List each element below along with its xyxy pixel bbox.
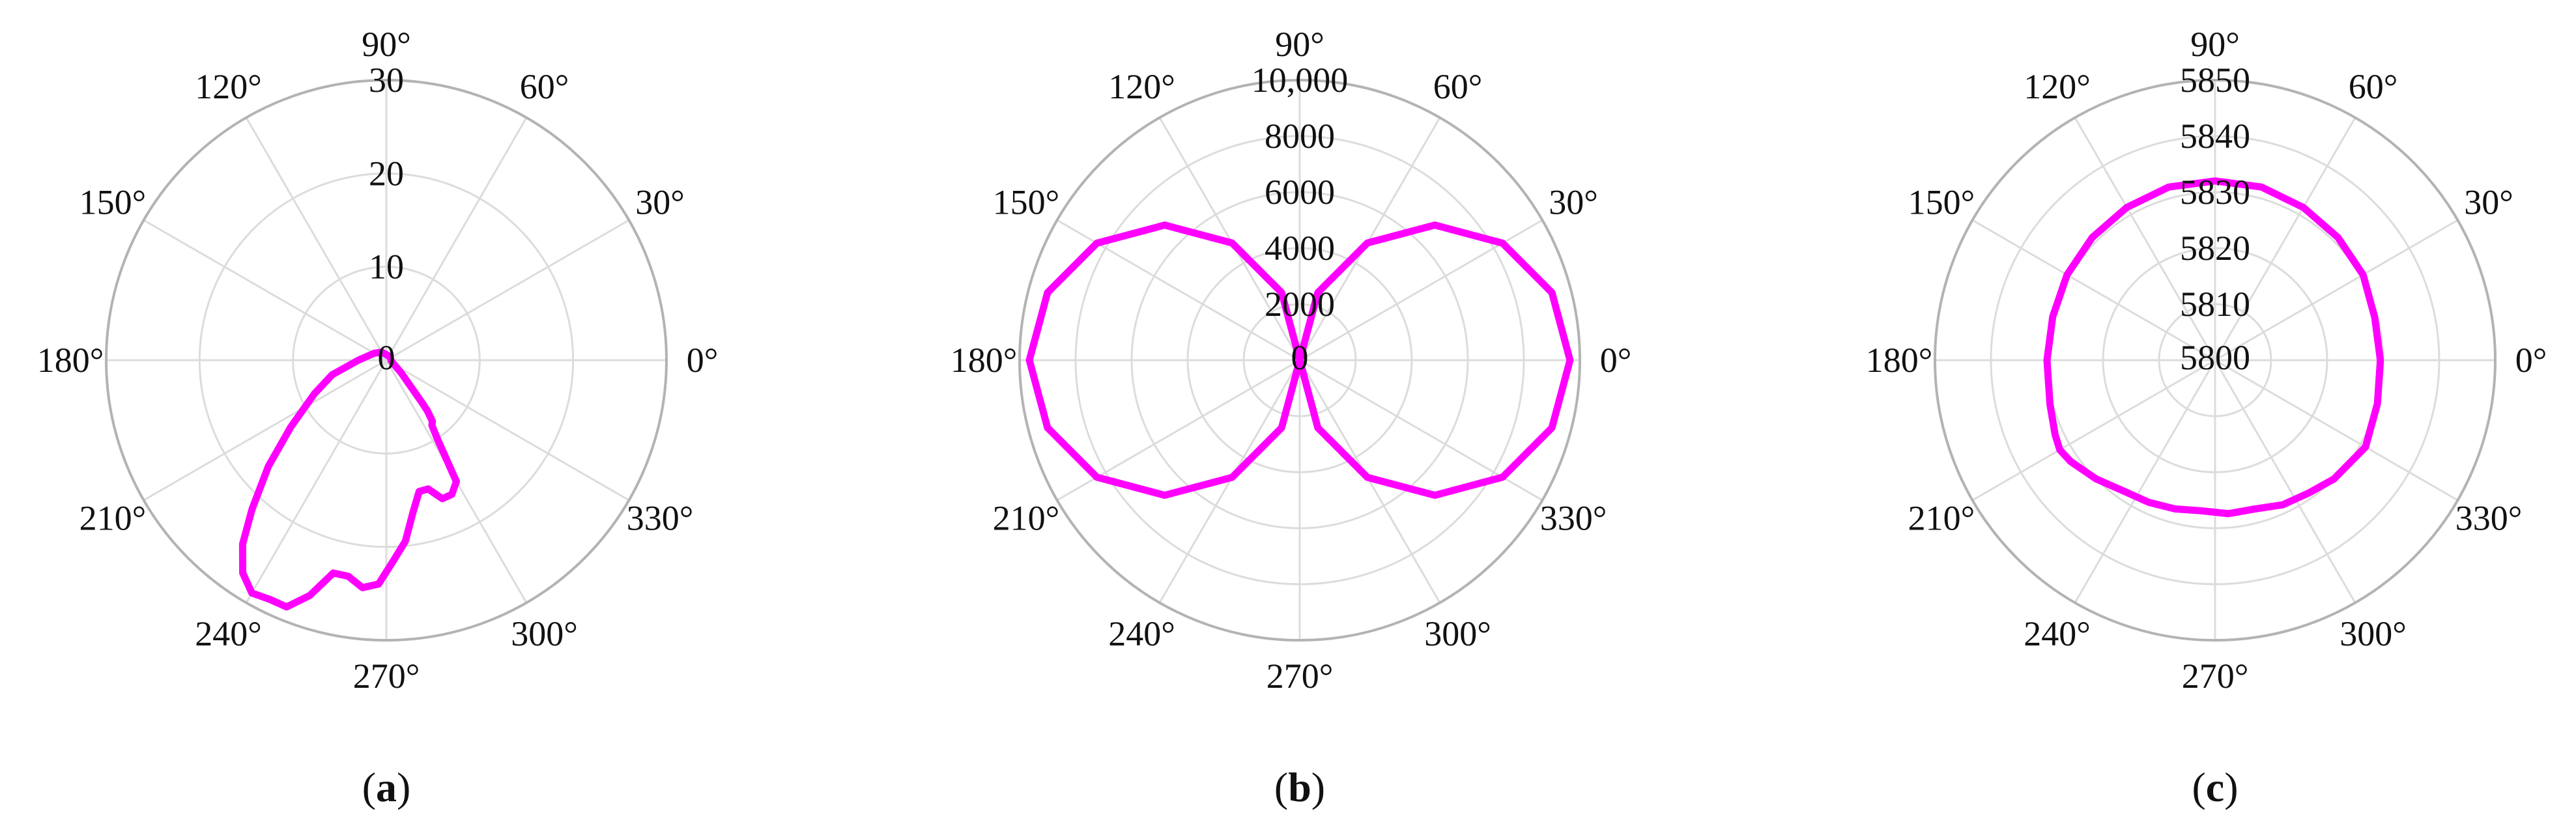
radial-grid-ring [198,172,575,548]
panel-caption: (c) [2192,764,2238,810]
angular-tick-label: 30° [2464,183,2513,222]
radial-grid-ring [1242,303,1357,418]
angular-tick-label: 210° [79,499,147,538]
radial-tick-label: 4000 [1265,229,1335,268]
radial-tick-label: 8000 [1265,117,1335,156]
spoke-210 [143,359,387,502]
spoke-330 [2214,359,2459,502]
angular-tick-label: 240° [1108,614,1175,653]
angular-tick-label: 300° [2340,614,2407,653]
polar-panel-a: 0° 30° 60° 90° 120° 150° 180° 210° 240° 270° 300° 3… [37,25,719,810]
spoke-330 [386,359,630,502]
spoke-120 [245,117,388,361]
angular-tick-label: 300° [511,614,578,653]
radial-grid-ring [1990,135,2440,586]
angular-tick-label: 330° [627,499,694,538]
angular-tick-label: 60° [1433,67,1483,106]
radial-tick-label: 5840 [2180,117,2250,156]
angular-tick-label: 150° [79,183,147,222]
polar-panel-c: 0° 30° 60° 90° 120° 150° 180° 210° 240° 270° 300° 3… [1866,25,2547,810]
radial-tick-label: 10 [369,248,404,287]
angular-tick-label: 30° [1549,183,1598,222]
angular-tick-label: 150° [1908,183,1975,222]
radial-tick-label: 5830 [2180,173,2250,212]
spoke-240 [2074,360,2216,604]
radial-grid-ring [292,266,481,455]
spoke-330 [1299,359,1543,502]
panel-caption: (b) [1274,764,1325,810]
radial-grid-ring [2102,247,2328,474]
angular-tick-label: 240° [2024,614,2091,653]
angular-tick-label: 240° [195,614,262,653]
angular-tick-label: 90° [1275,25,1324,64]
angular-tick-label: 120° [195,67,262,106]
radial-tick-label: 20 [369,154,404,193]
radial-grid-ring [1074,135,1525,586]
radial-tick-label: 0 [1291,338,1309,377]
spoke-150 [1056,219,1300,361]
outer-ring [105,79,668,642]
radial-grid-ring [1130,191,1469,530]
radial-tick-label: 30 [369,61,404,100]
series-line [2043,177,2384,518]
angular-tick-label: 120° [2024,67,2091,106]
angular-tick-label: 180° [1866,341,1933,380]
spoke-150 [143,219,387,361]
angular-tick-label: 330° [1540,499,1607,538]
spoke-30 [1299,219,1543,361]
angular-tick-label: 300° [1424,614,1491,653]
spoke-210 [1971,359,2216,502]
spoke-120 [2074,117,2216,361]
radial-grid-ring [2158,303,2272,418]
spoke-240 [245,360,388,604]
spoke-300 [2214,360,2356,604]
angular-tick-label: 150° [993,183,1060,222]
radial-tick-label: 10,000 [1252,61,1349,100]
angular-tick-label: 270° [353,657,420,696]
panel-caption: (a) [362,764,411,810]
angular-tick-label: 270° [2182,657,2249,696]
spoke-60 [2214,117,2356,361]
radial-tick-label: 5850 [2180,61,2250,100]
radial-tick-label: 2000 [1265,285,1335,324]
angular-tick-label: 330° [2455,499,2523,538]
radial-tick-label: 5810 [2180,285,2250,324]
angular-tick-label: 210° [1908,499,1975,538]
angular-tick-label: 180° [951,341,1018,380]
angular-tick-label: 180° [37,341,104,380]
spoke-60 [385,117,528,361]
angular-tick-label: 60° [520,67,569,106]
spoke-150 [1971,219,2216,361]
angular-tick-label: 0° [1600,341,1632,380]
series-line [1025,221,1574,499]
angular-tick-label: 120° [1108,67,1175,106]
polar-panel-b: 0° 30° 60° 90° 120° 150° 180° 210° 240° 270° 300° 3… [951,25,1632,810]
angular-tick-label: 90° [2190,25,2240,64]
radial-tick-label: 6000 [1265,173,1335,212]
spoke-210 [1056,359,1300,502]
outer-ring [1018,79,1581,642]
radial-tick-label: 5800 [2180,338,2250,377]
spoke-30 [2214,219,2459,361]
radial-tick-label: 0 [378,338,395,377]
radial-grid-ring [1186,247,1413,474]
spoke-30 [386,219,630,361]
angular-tick-label: 0° [2515,341,2547,380]
angular-tick-label: 0° [687,341,719,380]
angular-tick-label: 210° [993,499,1060,538]
angular-tick-label: 30° [635,183,685,222]
outer-ring [1934,79,2497,642]
angular-tick-label: 270° [1267,657,1334,696]
angular-tick-label: 60° [2349,67,2398,106]
series-line [238,348,460,611]
radial-tick-label: 5820 [2180,229,2250,268]
angular-tick-label: 90° [362,25,411,64]
